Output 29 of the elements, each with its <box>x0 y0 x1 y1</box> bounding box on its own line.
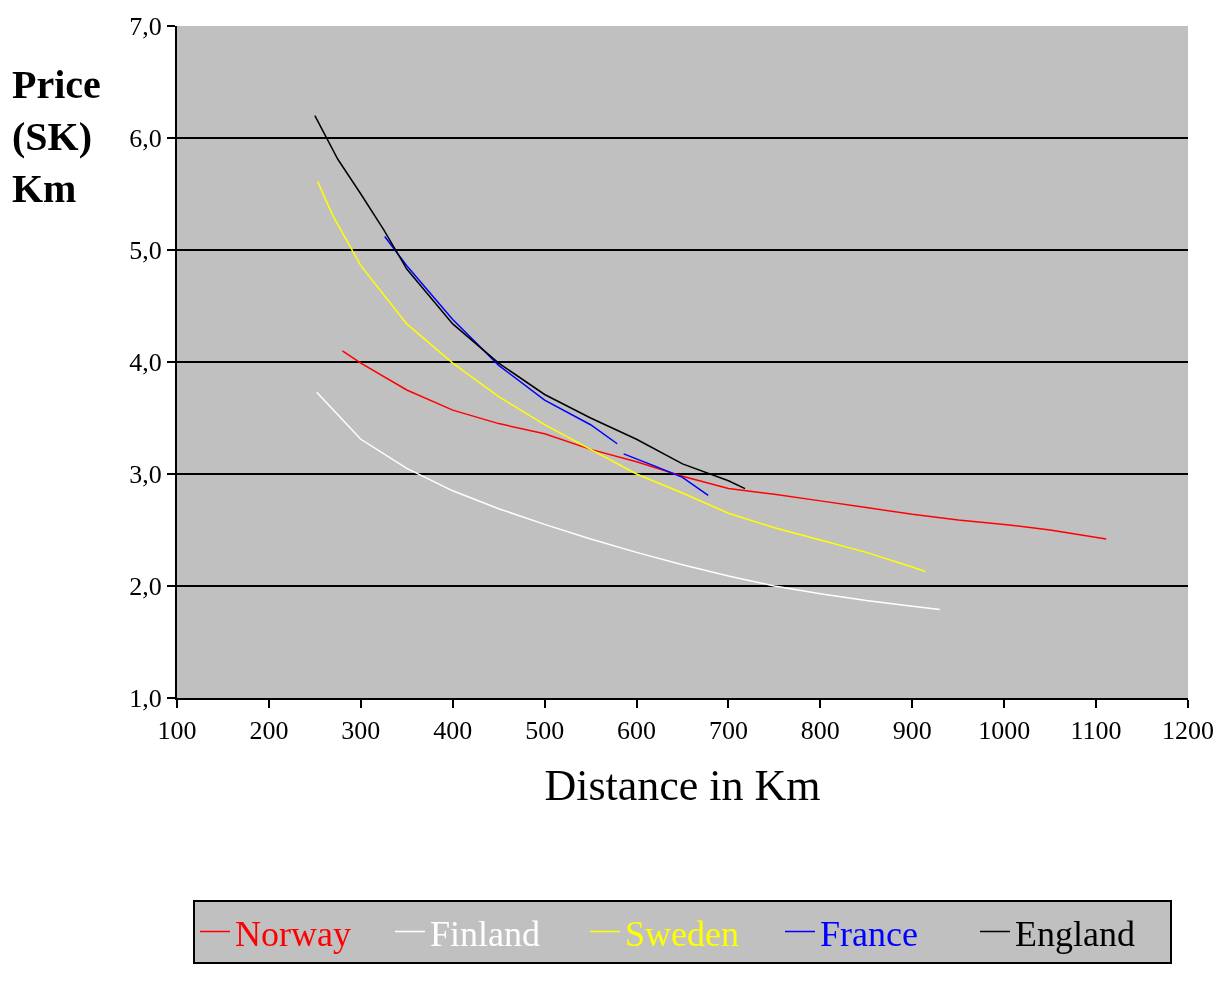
x-tick-label: 400 <box>433 716 473 746</box>
y-tick-label: 7,0 <box>129 12 162 42</box>
y-tick-label: 3,0 <box>129 460 162 490</box>
x-axis-title: Distance in Km <box>544 761 821 810</box>
x-tick-label: 700 <box>708 716 748 746</box>
x-tick-label: 1000 <box>978 716 1031 746</box>
x-tick-label: 1100 <box>1070 716 1122 746</box>
y-axis-title: Price (SK) Km <box>12 62 101 211</box>
x-tick-label: 600 <box>617 716 657 746</box>
x-tick-label: 900 <box>892 716 932 746</box>
legend-label: Sweden <box>625 913 739 954</box>
line-series <box>341 350 1107 540</box>
x-tick-label: 1200 <box>1162 716 1214 746</box>
y-tick-label: 4,0 <box>129 348 162 378</box>
y-tick-label: 1,0 <box>129 684 162 714</box>
x-tick-label: 200 <box>249 716 289 746</box>
legend-label: Finland <box>430 913 541 954</box>
x-tick-label: 300 <box>341 716 381 746</box>
y-tick-label: 2,0 <box>129 572 162 602</box>
y-tick-label: 6,0 <box>129 124 162 154</box>
x-tick-label: 100 <box>157 716 197 746</box>
y-tick-label: 5,0 <box>129 236 162 266</box>
line-series <box>315 391 941 611</box>
legend-label: Norway <box>235 913 351 954</box>
x-tick-label: 800 <box>800 716 840 746</box>
line-series <box>316 180 926 573</box>
x-tick-label: 500 <box>525 716 565 746</box>
legend-label: England <box>1015 913 1135 954</box>
legend-label: France <box>820 913 918 954</box>
